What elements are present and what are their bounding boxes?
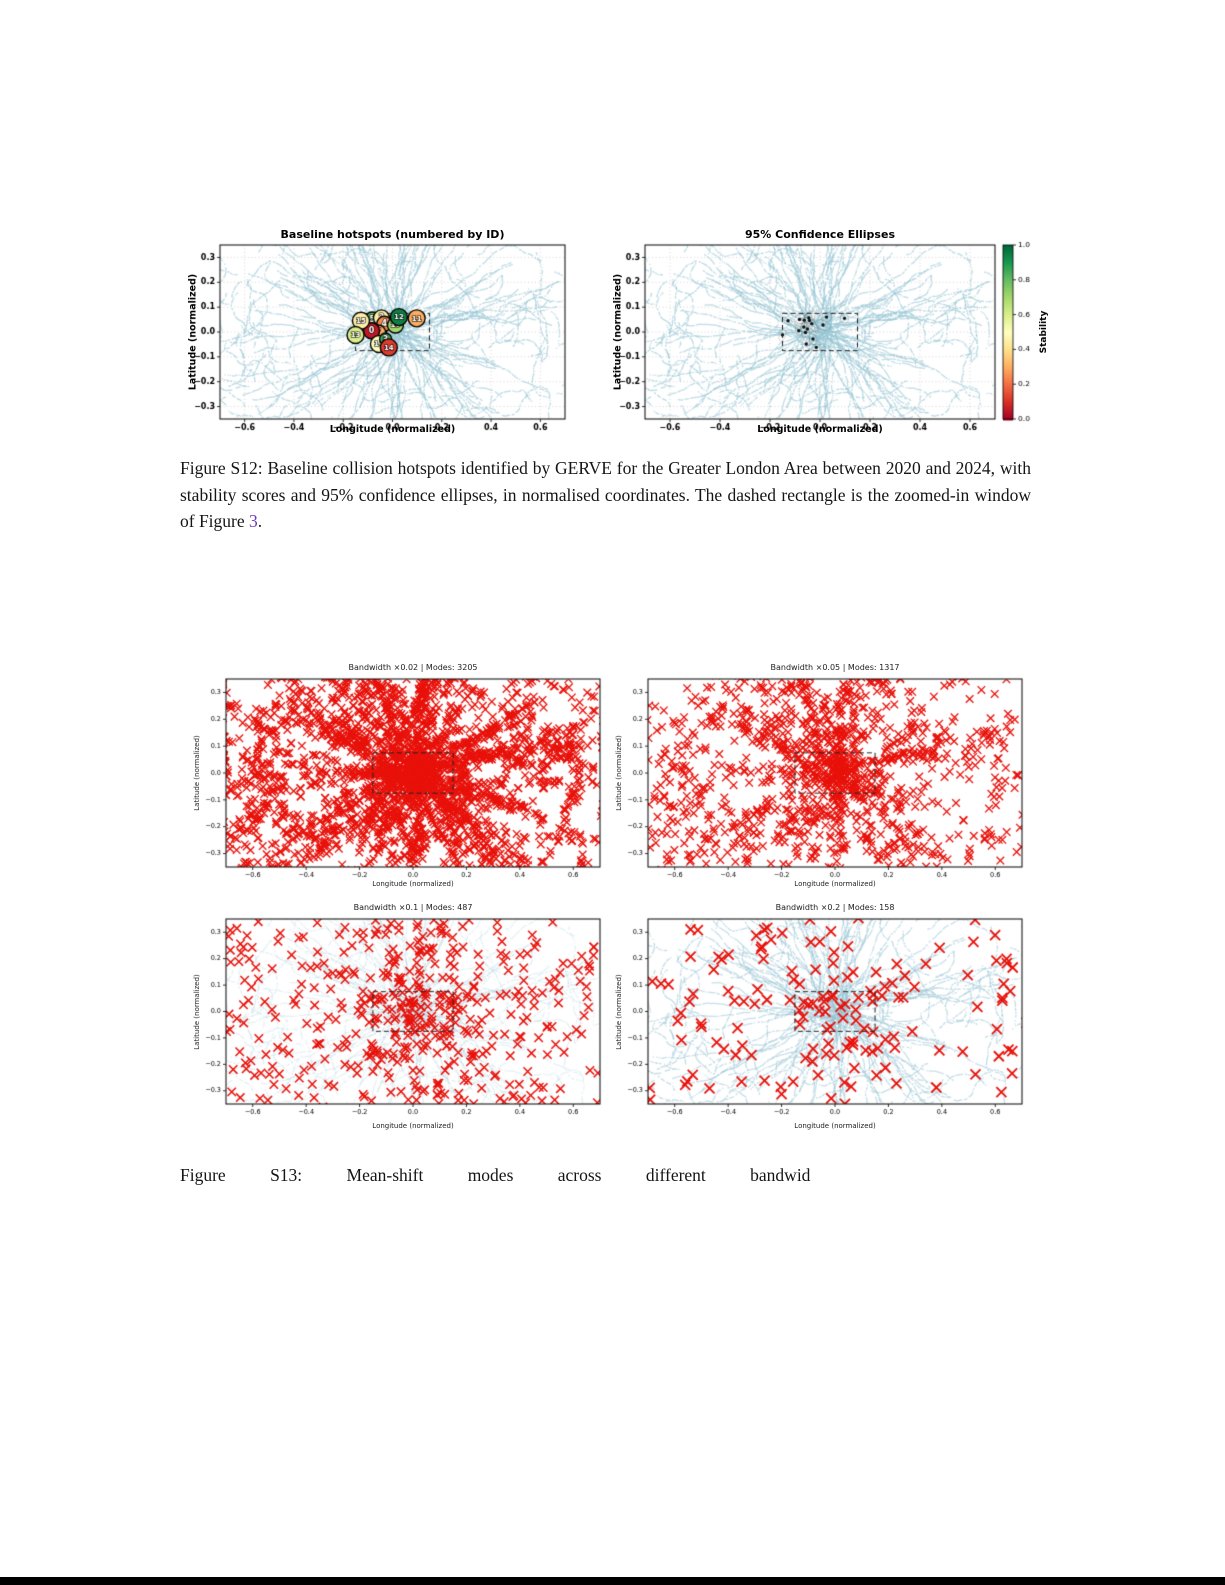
panel-title: Bandwidth ×0.02 | Modes: 3205 [348, 663, 478, 672]
colorbar-canvas [998, 228, 1062, 448]
panel-bandwidth-02: Bandwidth ×0.2 | Modes: 158 Longitude (n… [605, 898, 1027, 1140]
caption-s12-period: . [257, 511, 263, 531]
y-axis-label: Latitude (normalized) [615, 735, 623, 811]
caption-figure-s13: Figure S13: Mean-shift modes across diff… [180, 1165, 811, 1185]
y-axis-label: Latitude (normalized) [193, 735, 201, 811]
panel-title: 95% Confidence Ellipses [744, 228, 895, 241]
baseline-hotspots-canvas [180, 228, 578, 448]
panel-confidence-ellipses: 95% Confidence Ellipses Longitude (norma… [605, 228, 1003, 448]
panel-bandwidth-002: Bandwidth ×0.02 | Modes: 3205 Longitude … [183, 658, 605, 898]
y-axis-label: Latitude (normalized) [612, 273, 624, 391]
bandwidth-02-canvas [605, 898, 1027, 1140]
y-axis-label: Latitude (normalized) [615, 974, 623, 1050]
panel-bandwidth-01: Bandwidth ×0.1 | Modes: 487 Longitude (n… [183, 898, 605, 1140]
confidence-ellipses-canvas [605, 228, 1003, 448]
bandwidth-01-canvas [183, 898, 605, 1140]
x-axis-label: Longitude (normalized) [372, 1122, 454, 1130]
panel-title: Bandwidth ×0.2 | Modes: 158 [775, 903, 895, 912]
x-axis-label: Longitude (normalized) [372, 880, 454, 888]
panel-baseline-hotspots: Baseline hotspots (numbered by ID) Longi… [180, 228, 578, 448]
stability-colorbar: Stability [998, 228, 1062, 448]
x-axis-label: Longitude (normalized) [794, 1122, 876, 1130]
caption-figure-s12: Figure S12: Baseline collision hotspots … [180, 455, 1031, 535]
panel-title: Bandwidth ×0.05 | Modes: 1317 [770, 663, 900, 672]
figure-3-link[interactable]: 3 [249, 511, 258, 531]
panel-title: Baseline hotspots (numbered by ID) [280, 228, 505, 241]
colorbar-label: Stability [1039, 310, 1049, 354]
x-axis-label: Longitude (normalized) [757, 424, 883, 435]
bandwidth-002-canvas [183, 658, 605, 898]
bandwidth-005-canvas [605, 658, 1027, 898]
y-axis-label: Latitude (normalized) [193, 974, 201, 1050]
y-axis-label: Latitude (normalized) [187, 273, 199, 391]
panel-bandwidth-005: Bandwidth ×0.05 | Modes: 1317 Longitude … [605, 658, 1027, 898]
caption-s12-text: Figure S12: Baseline collision hotspots … [180, 458, 1031, 531]
x-axis-label: Longitude (normalized) [329, 424, 456, 435]
x-axis-label: Longitude (normalized) [794, 880, 876, 888]
page-bottom-rule [0, 1577, 1225, 1585]
panel-title: Bandwidth ×0.1 | Modes: 487 [353, 903, 473, 912]
